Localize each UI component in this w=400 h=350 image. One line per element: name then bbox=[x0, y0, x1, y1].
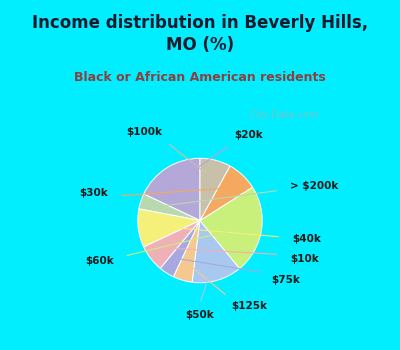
Wedge shape bbox=[138, 209, 200, 247]
Text: $10k: $10k bbox=[290, 254, 319, 264]
Text: $75k: $75k bbox=[272, 275, 300, 285]
Wedge shape bbox=[200, 166, 252, 220]
Text: $100k: $100k bbox=[127, 127, 163, 137]
Text: > $200k: > $200k bbox=[290, 181, 338, 191]
Wedge shape bbox=[160, 220, 200, 277]
Text: Black or African American residents: Black or African American residents bbox=[74, 71, 326, 84]
Text: $60k: $60k bbox=[85, 256, 114, 266]
Wedge shape bbox=[139, 194, 200, 220]
Text: $20k: $20k bbox=[234, 130, 263, 140]
Wedge shape bbox=[144, 158, 200, 220]
Wedge shape bbox=[200, 187, 262, 268]
Wedge shape bbox=[192, 220, 240, 283]
Text: $30k: $30k bbox=[79, 188, 108, 197]
Text: Income distribution in Beverly Hills,
MO (%): Income distribution in Beverly Hills, MO… bbox=[32, 14, 368, 54]
Text: $125k: $125k bbox=[231, 301, 267, 312]
Text: $40k: $40k bbox=[292, 234, 321, 244]
Wedge shape bbox=[174, 220, 200, 282]
Wedge shape bbox=[200, 158, 230, 220]
Text: $50k: $50k bbox=[186, 310, 214, 320]
Wedge shape bbox=[144, 220, 200, 268]
Text: City-Data.com: City-Data.com bbox=[250, 110, 320, 120]
